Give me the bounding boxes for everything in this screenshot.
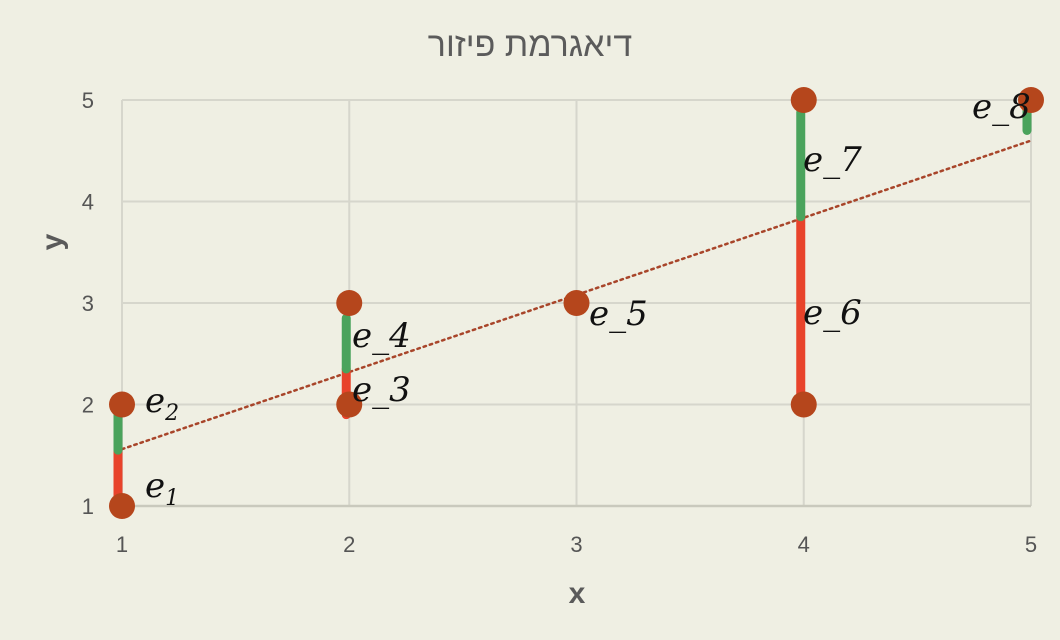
residual-label: e_4 [352,316,411,356]
data-point [336,391,363,418]
y-tick-label: 5 [82,88,94,113]
y-tick-label: 4 [82,190,94,215]
data-point [109,493,135,519]
residual-label: e_3 [352,370,411,410]
grid-lines [121,99,1032,508]
chart-title: דיאגרמת פיזור [428,26,632,64]
data-point [109,391,135,418]
x-tick-label: 2 [343,532,355,557]
y-tick-labels: 1 2 3 4 5 [82,88,94,519]
residual-label: e_5 [589,294,648,334]
y-tick-label: 1 [82,494,94,519]
y-axis-label: y [36,233,69,250]
data-point [790,87,817,113]
x-tick-label: 3 [570,532,582,557]
x-tick-label: 4 [798,532,810,557]
data-point [1018,87,1044,113]
residual-label: e_7 [803,140,862,180]
data-point [790,391,817,418]
y-tick-label: 2 [82,393,94,418]
data-point [563,290,590,316]
residual-label-subscript: 2 [164,401,179,426]
residual-label: e_8 [972,87,1031,127]
residual-label: e1 [145,466,179,511]
y-tick-label: 3 [82,291,94,316]
data-point [336,290,363,316]
points-group [109,87,1044,519]
x-tick-label: 1 [116,532,128,557]
residual-label: e2 [145,381,179,426]
x-axis-label: x [569,577,586,610]
x-tick-labels: 1 2 3 4 5 [116,532,1037,557]
residual-label: e_6 [803,293,862,333]
residual-label-subscript: 1 [165,486,179,511]
x-tick-label: 5 [1025,532,1037,557]
